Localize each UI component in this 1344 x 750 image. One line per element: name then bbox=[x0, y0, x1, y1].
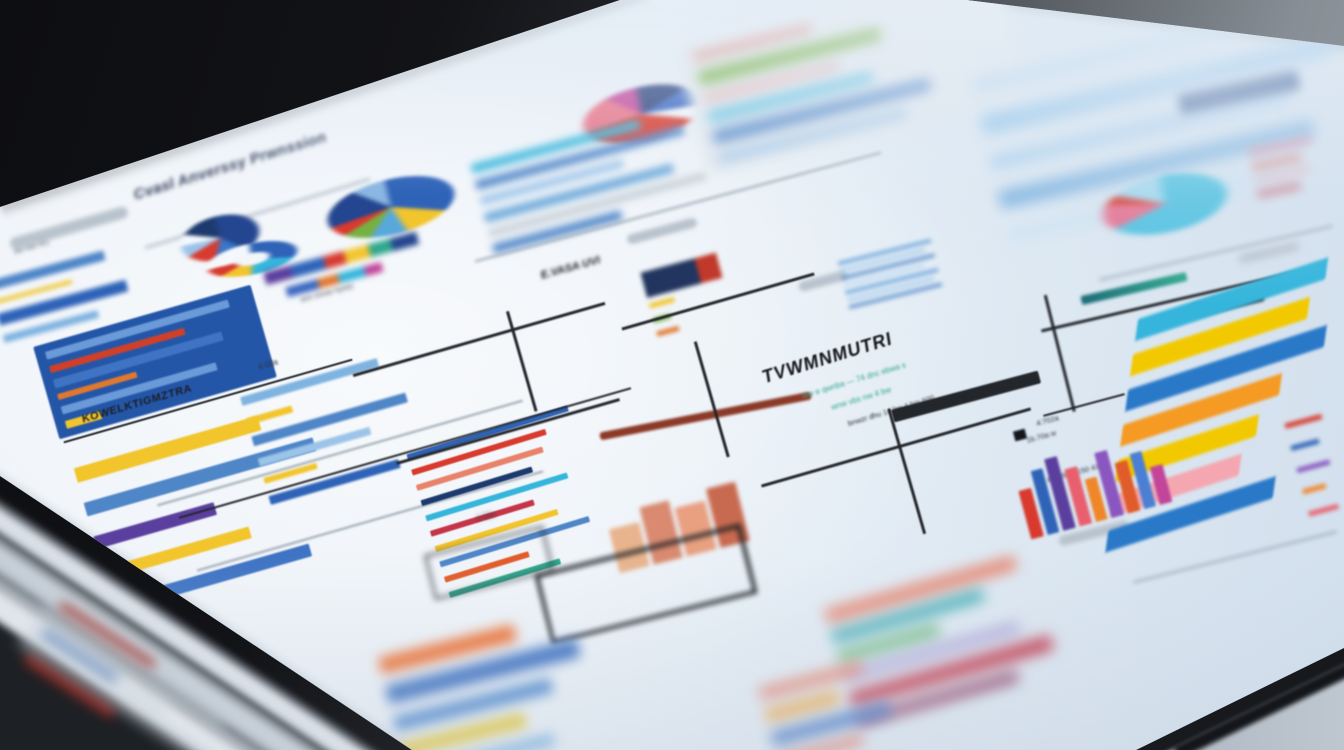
bar bbox=[656, 325, 680, 337]
segment bbox=[342, 244, 372, 264]
segment bbox=[367, 238, 393, 257]
bar bbox=[648, 296, 676, 309]
pie bbox=[321, 164, 461, 250]
segment bbox=[363, 261, 384, 277]
text-pill bbox=[625, 216, 699, 246]
flow-line-vertical bbox=[694, 341, 730, 458]
foreground-orange-cluster bbox=[377, 602, 634, 750]
bar bbox=[1296, 459, 1330, 473]
bar-rows bbox=[377, 602, 634, 750]
left-divider-pill bbox=[8, 205, 130, 251]
bold-label-evasa: E.VASA UVI bbox=[540, 254, 602, 282]
pie-chart-large bbox=[321, 164, 461, 250]
bar bbox=[758, 661, 864, 700]
bar bbox=[1302, 483, 1327, 495]
section-heading: TVWMNMUTRI bbox=[761, 328, 894, 388]
bar bbox=[1251, 153, 1302, 170]
bar bbox=[1307, 503, 1340, 517]
flow-line-vertical bbox=[887, 408, 927, 535]
flow-line bbox=[352, 301, 606, 377]
thick-black-bar bbox=[890, 370, 1042, 423]
bar bbox=[1254, 166, 1311, 183]
legend-square bbox=[1012, 428, 1028, 442]
bar-rows bbox=[837, 239, 943, 309]
bar bbox=[246, 404, 294, 425]
mini-table-block bbox=[640, 242, 775, 345]
card-bar-rows bbox=[692, 0, 1013, 163]
rule-line bbox=[1132, 530, 1338, 584]
pill bbox=[8, 205, 130, 251]
barcode-bars bbox=[837, 239, 943, 309]
header-accent bbox=[694, 252, 723, 284]
bar bbox=[1256, 182, 1302, 198]
frame-line-left bbox=[1044, 294, 1076, 412]
segment bbox=[337, 266, 367, 284]
bar bbox=[1290, 438, 1320, 451]
slab-label-2: 1b.70a w bbox=[1025, 428, 1058, 445]
tick-label-2: 4:702a bbox=[1035, 413, 1060, 428]
red-streak-bar bbox=[599, 391, 812, 441]
